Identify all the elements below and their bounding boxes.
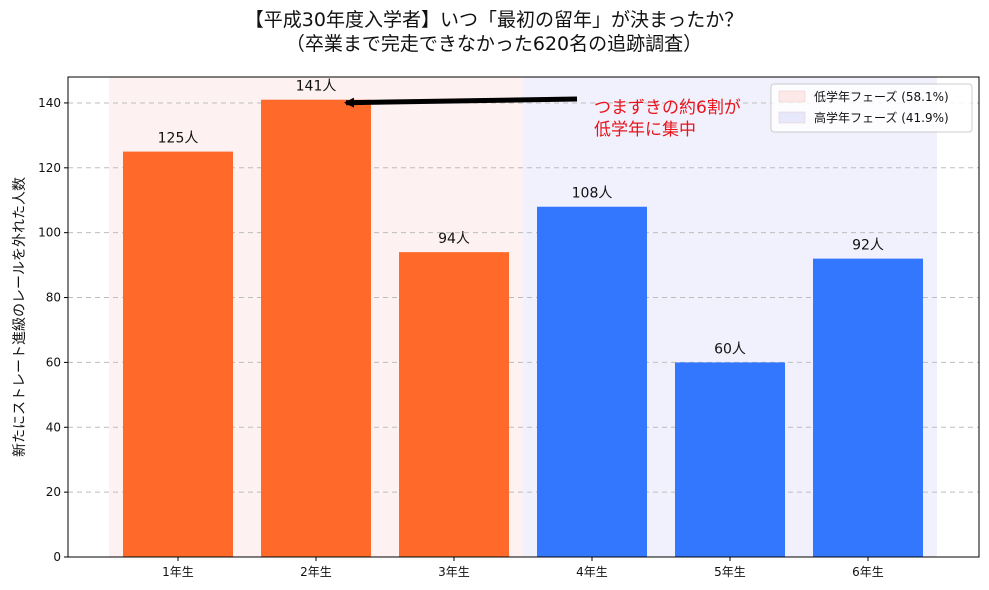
bars	[123, 99, 923, 558]
data-label-6: 92人	[852, 238, 884, 254]
x-tick-label: 2年生	[300, 565, 332, 579]
data-labels: 125人 141人 94人 108人 60人 92人	[158, 79, 884, 358]
annotation-line-1: つまずきの約6割が	[594, 98, 741, 118]
legend-swatch-1	[778, 90, 806, 103]
bar-5	[675, 362, 785, 557]
phase-backgrounds	[109, 77, 937, 557]
x-tick-label: 4年生	[576, 565, 608, 579]
legend: 低学年フェーズ (58.1%) 高学年フェーズ (41.9%)	[770, 83, 973, 133]
y-tick-label: 20	[46, 485, 61, 499]
y-tick-label: 80	[46, 291, 61, 305]
annotation-line-2: 低学年に集中	[594, 120, 696, 140]
bar-2	[261, 99, 371, 558]
data-label-3: 94人	[438, 231, 470, 247]
x-tick-label: 1年生	[162, 565, 194, 579]
y-tick-label: 100	[38, 226, 61, 240]
plot-frame	[67, 76, 980, 558]
x-tick-label: 6年生	[852, 565, 884, 579]
annotation-arrow	[344, 96, 578, 108]
data-label-2: 141人	[296, 79, 337, 95]
y-tick-label: 120	[38, 161, 61, 175]
y-tick-label: 60	[46, 355, 61, 369]
chart-title: 【平成30年度入学者】いつ「最初の留年」が決まったか？	[245, 9, 743, 31]
legend-label-2: 高学年フェーズ (41.9%)	[814, 110, 949, 125]
y-tick-label: 140	[38, 96, 61, 110]
chart-subtitle: （卒業まで完走できなかった620名の追跡調査）	[286, 33, 702, 55]
legend-swatch-2	[778, 111, 806, 124]
y-tick-label: 0	[53, 550, 61, 564]
x-tick-label: 5年生	[714, 565, 746, 579]
data-label-4: 108人	[572, 186, 613, 202]
data-label-1: 125人	[158, 131, 199, 147]
y-tick-label: 40	[46, 420, 61, 434]
bar-1	[123, 151, 233, 557]
y-axis: 0 20 40 60 80 100 120 140	[38, 96, 68, 564]
annotation: つまずきの約6割が 低学年に集中	[344, 96, 741, 140]
legend-box	[770, 83, 973, 133]
x-tick-label: 3年生	[438, 565, 470, 579]
bar-3	[399, 252, 509, 557]
x-axis: 1年生 2年生 3年生 4年生 5年生 6年生	[162, 557, 884, 579]
data-label-5: 60人	[714, 341, 746, 357]
bar-4	[537, 206, 647, 557]
bar-6	[813, 258, 923, 557]
y-axis-label: 新たにストレート進級のレールを外れた人数	[12, 177, 28, 457]
legend-label-1: 低学年フェーズ (58.1%)	[814, 89, 949, 104]
